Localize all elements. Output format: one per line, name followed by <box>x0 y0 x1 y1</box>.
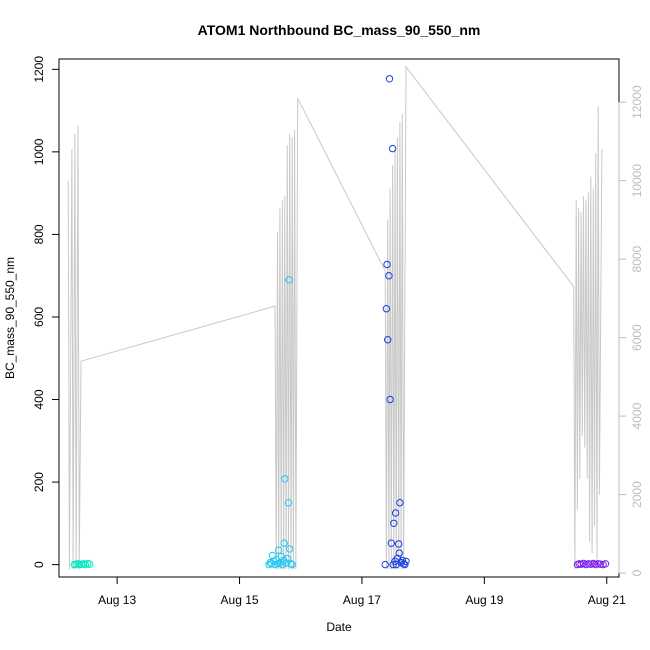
y2-tick-label: 12000 <box>630 85 644 119</box>
x-axis: Aug 13 Aug 15 Aug 17 Aug 19 Aug 21 <box>98 576 626 607</box>
data-point-2-13 <box>279 556 288 565</box>
data-point-3-15 <box>393 554 402 563</box>
data-point-3-20 <box>398 556 406 565</box>
y2-axis: 0 2000 4000 6000 8000 10000 12000 <box>618 85 644 576</box>
data-point-2-9 <box>275 546 283 554</box>
data-point-4-13 <box>601 560 610 568</box>
y2-tick-label: 10000 <box>630 164 644 198</box>
y-tick-label: 200 <box>32 472 46 492</box>
x-tick-label: Aug 13 <box>98 593 136 607</box>
y-tick-label: 1000 <box>32 138 46 165</box>
data-point-3-7 <box>386 395 394 404</box>
x-tick-label: Aug 21 <box>588 593 626 607</box>
y2-tick-label: 4000 <box>630 402 644 429</box>
data-point-3-18 <box>396 499 404 507</box>
data-point-3-16 <box>395 540 403 548</box>
y-tick-label: 1200 <box>32 56 46 83</box>
y2-tick-label: 6000 <box>630 324 644 351</box>
secondary-line-layer <box>67 65 603 570</box>
y-tick-label: 600 <box>32 307 46 327</box>
x-axis-label: Date <box>326 620 352 634</box>
data-point-2-19 <box>285 276 293 284</box>
data-point-2-4 <box>268 551 277 560</box>
data-point-3-4 <box>384 336 392 344</box>
data-point-2-12 <box>278 560 287 569</box>
y-tick-label: 800 <box>32 224 46 244</box>
data-point-4-11 <box>596 560 605 568</box>
plot-frame <box>58 58 620 578</box>
data-point-3-9 <box>388 144 397 153</box>
data-point-2-17 <box>283 554 291 563</box>
data-point-3-6 <box>385 75 394 83</box>
points-layer <box>70 75 610 569</box>
data-point-3-22 <box>401 560 409 569</box>
y2-tick-label: 2000 <box>630 481 644 508</box>
x-tick-label: Aug 17 <box>343 593 381 607</box>
y2-tick-label: 8000 <box>630 245 644 272</box>
data-point-3-17 <box>395 549 403 557</box>
data-point-3-13 <box>391 509 400 517</box>
data-point-3-3 <box>383 260 391 269</box>
data-point-2-14 <box>280 539 288 547</box>
data-point-2-20 <box>286 545 294 553</box>
y-axis-label: BC_mass_90_550_nm <box>3 257 17 379</box>
data-point-2-22 <box>288 560 296 569</box>
secondary-line <box>67 65 603 570</box>
data-point-3-5 <box>385 272 393 280</box>
y2-tick-label: 0 <box>630 569 644 576</box>
x-tick-label: Aug 15 <box>221 593 259 607</box>
data-point-2-18 <box>284 499 293 507</box>
data-point-2-15 <box>281 475 289 483</box>
data-point-3-2 <box>382 305 391 313</box>
y-tick-label: 0 <box>32 561 46 568</box>
data-point-3-23 <box>402 557 410 565</box>
data-point-3-1 <box>381 560 389 569</box>
data-point-1-9 <box>85 560 94 568</box>
data-point-3-11 <box>390 519 398 527</box>
y-axis: 0 200 400 600 800 1000 1200 <box>32 56 60 568</box>
data-point-3-8 <box>387 539 395 547</box>
x-tick-label: Aug 19 <box>465 593 503 607</box>
chart-title: ATOM1 Northbound BC_mass_90_550_nm <box>198 22 481 38</box>
y-tick-label: 400 <box>32 389 46 409</box>
data-point-2-21 <box>287 560 295 568</box>
data-point-2-2 <box>266 558 274 567</box>
data-point-3-21 <box>399 560 408 568</box>
